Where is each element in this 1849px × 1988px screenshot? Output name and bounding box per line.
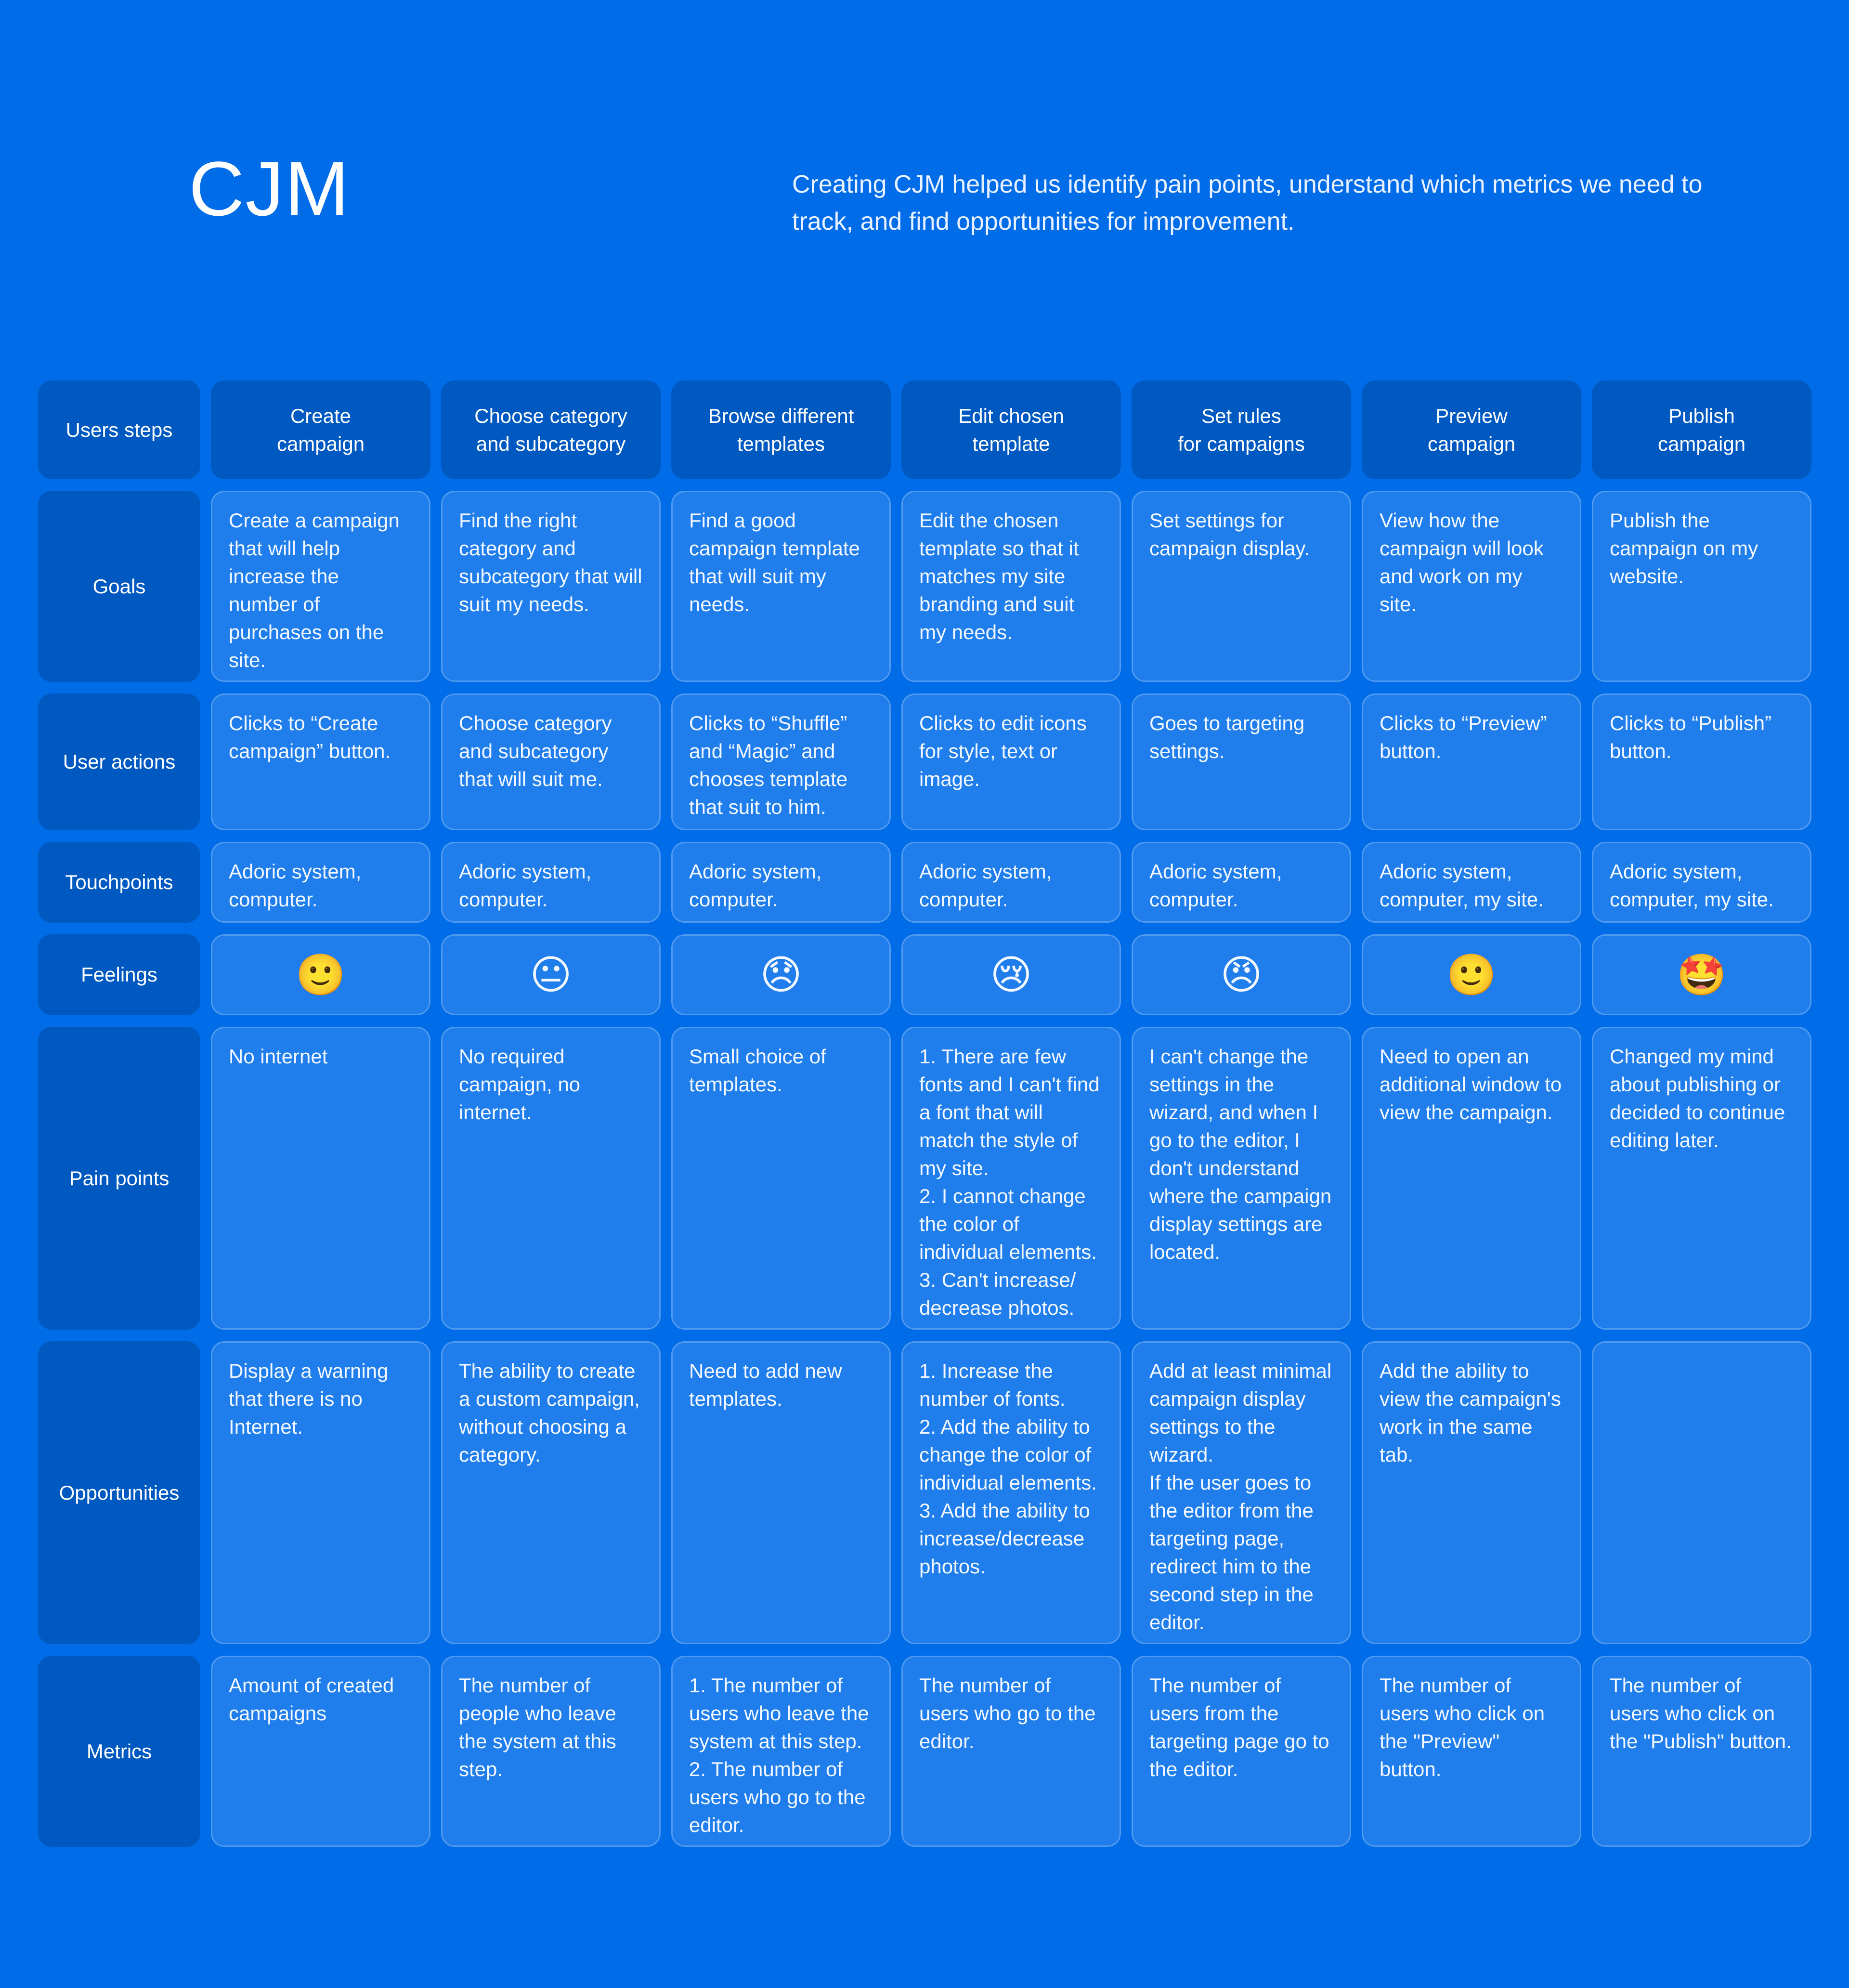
opportunities-cell: Display a warning that there is no Inter… bbox=[211, 1341, 430, 1644]
user-actions-cell: Clicks to “Publish” button. bbox=[1592, 693, 1811, 830]
goals-cell: Find a good campaign template that will … bbox=[671, 491, 891, 682]
pain-points-cell: Need to open an additional window to vie… bbox=[1362, 1027, 1581, 1330]
touchpoints-cell: Adoric system, computer. bbox=[211, 842, 430, 923]
opportunities-cell: 1. Increase the number of fonts. 2. Add … bbox=[901, 1341, 1121, 1644]
pain-points-cell: No internet bbox=[211, 1027, 430, 1330]
opportunities-cell: Add at least minimal campaign display se… bbox=[1132, 1341, 1351, 1644]
step-header: Set rules for campaigns bbox=[1132, 380, 1351, 479]
step-header: Create campaign bbox=[211, 380, 430, 479]
step-header: Choose category and subcategory bbox=[441, 380, 661, 479]
metrics-cell: The number of users who click on the "Pr… bbox=[1362, 1656, 1581, 1847]
row-label-feelings: Feelings bbox=[38, 934, 200, 1015]
row-label-opportunities: Opportunities bbox=[38, 1341, 200, 1644]
row-label-users-steps: Users steps bbox=[38, 380, 200, 479]
user-actions-cell: Goes to targeting settings. bbox=[1132, 693, 1351, 830]
pain-points-cell: Changed my mind about publishing or deci… bbox=[1592, 1027, 1811, 1330]
goals-cell: View how the campaign will look and work… bbox=[1362, 491, 1581, 682]
disappointed-face-icon: 😞 bbox=[671, 934, 891, 1015]
user-actions-cell: Clicks to edit icons for style, text or … bbox=[901, 693, 1121, 830]
touchpoints-cell: Adoric system, computer. bbox=[1132, 842, 1351, 923]
opportunities-cell: Add the ability to view the campaign's w… bbox=[1362, 1341, 1581, 1644]
goals-cell: Edit the chosen template so that it matc… bbox=[901, 491, 1121, 682]
goals-cell: Publish the campaign on my website. bbox=[1592, 491, 1811, 682]
step-header: Browse different templates bbox=[671, 380, 891, 479]
row-label-goals: Goals bbox=[38, 491, 200, 682]
touchpoints-cell: Adoric system, computer, my site. bbox=[1362, 842, 1581, 923]
opportunities-cell: The ability to create a custom campaign,… bbox=[441, 1341, 661, 1644]
star-struck-face-icon: 🤩 bbox=[1592, 934, 1811, 1015]
page-title: CJM bbox=[189, 145, 350, 232]
row-label-pain-points: Pain points bbox=[38, 1027, 200, 1330]
goals-cell: Create a campaign that will help increas… bbox=[211, 491, 430, 682]
slightly-smiling-face-icon: 🙂 bbox=[1362, 934, 1581, 1015]
touchpoints-cell: Adoric system, computer. bbox=[901, 842, 1121, 923]
pain-points-cell: Small choice of templates. bbox=[671, 1027, 891, 1330]
user-actions-cell: Clicks to “Shuffle” and “Magic” and choo… bbox=[671, 693, 891, 830]
goals-cell: Find the right category and subcategory … bbox=[441, 491, 661, 682]
row-label-user-actions: User actions bbox=[38, 693, 200, 830]
user-actions-cell: Clicks to “Create campaign” button. bbox=[211, 693, 430, 830]
opportunities-cell: Need to add new templates. bbox=[671, 1341, 891, 1644]
touchpoints-cell: Adoric system, computer. bbox=[671, 842, 891, 923]
pain-points-cell: No required campaign, no internet. bbox=[441, 1027, 661, 1330]
pain-points-cell: I can't change the settings in the wizar… bbox=[1132, 1027, 1351, 1330]
metrics-cell: The number of people who leave the syste… bbox=[441, 1656, 661, 1847]
row-label-touchpoints: Touchpoints bbox=[38, 842, 200, 923]
step-header: Publish campaign bbox=[1592, 380, 1811, 479]
metrics-cell: Amount of created campaigns bbox=[211, 1656, 430, 1847]
slightly-smiling-face-icon: 🙂 bbox=[211, 934, 430, 1015]
metrics-cell: The number of users who click on the "Pu… bbox=[1592, 1656, 1811, 1847]
crying-face-icon: 😢 bbox=[901, 934, 1121, 1015]
metrics-cell: The number of users from the targeting p… bbox=[1132, 1656, 1351, 1847]
metrics-cell: 1. The number of users who leave the sys… bbox=[671, 1656, 891, 1847]
goals-cell: Set settings for campaign display. bbox=[1132, 491, 1351, 682]
cjm-table: Users steps Create campaign Choose catego… bbox=[38, 380, 1811, 1847]
step-header: Edit chosen template bbox=[901, 380, 1121, 479]
page-subtitle: Creating CJM helped us identify pain poi… bbox=[792, 170, 1703, 235]
user-actions-cell: Choose category and subcategory that wil… bbox=[441, 693, 661, 830]
opportunities-cell bbox=[1592, 1341, 1811, 1644]
pain-points-cell: 1. There are few fonts and I can't find … bbox=[901, 1027, 1121, 1330]
touchpoints-cell: Adoric system, computer, my site. bbox=[1592, 842, 1811, 923]
row-label-metrics: Metrics bbox=[38, 1656, 200, 1847]
user-actions-cell: Clicks to “Preview” button. bbox=[1362, 693, 1581, 830]
metrics-cell: The number of users who go to the editor… bbox=[901, 1656, 1121, 1847]
touchpoints-cell: Adoric system, computer. bbox=[441, 842, 661, 923]
step-header: Preview campaign bbox=[1362, 380, 1581, 479]
neutral-face-icon: 😐 bbox=[441, 934, 661, 1015]
angry-face-icon: 😠 bbox=[1132, 934, 1351, 1015]
